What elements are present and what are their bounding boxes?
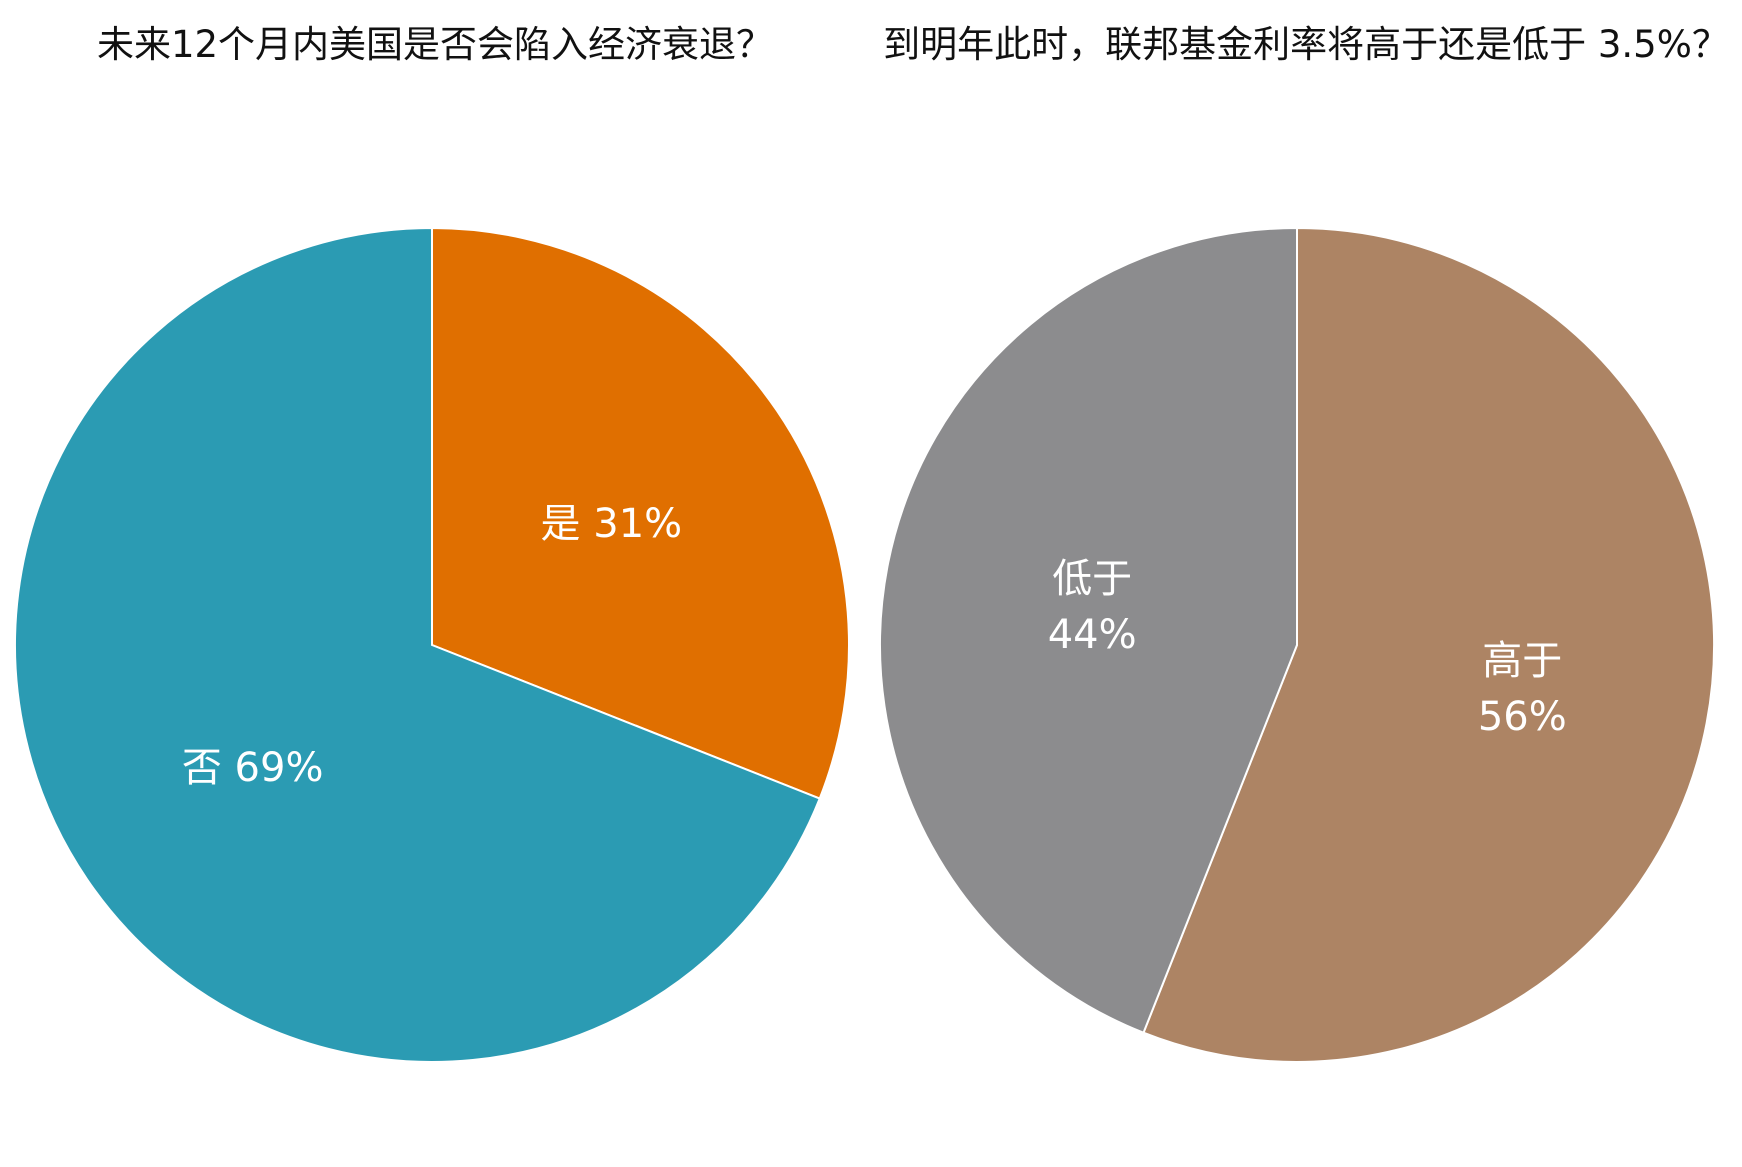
pie-chart-recession: 是 31% 否 69% <box>14 226 850 1063</box>
pie-chart-fed-funds-rate: 高于 56% 低于 44% <box>879 226 1715 1063</box>
pie-1-slice-1 <box>879 226 1298 1035</box>
pie-0-slice-1-label: 否 69% <box>182 745 324 791</box>
pie-1-slice-0-label: 高于 56% <box>1478 638 1567 740</box>
pie-1-slice-0 <box>1142 226 1715 1063</box>
chart-title-fed-funds-rate: 到明年此时，联邦基金利率将高于还是低于 3.5%？ <box>883 23 1729 66</box>
pie-0-slice-0 <box>431 226 850 800</box>
chart-title-recession: 未来12个月内美国是否会陷入经济衰退？ <box>96 23 774 66</box>
pie-1-slice-1-label: 低于 44% <box>1048 556 1137 658</box>
pie-0-slice-0-label: 是 31% <box>541 501 683 547</box>
pie-0-slice-1 <box>14 226 822 1063</box>
